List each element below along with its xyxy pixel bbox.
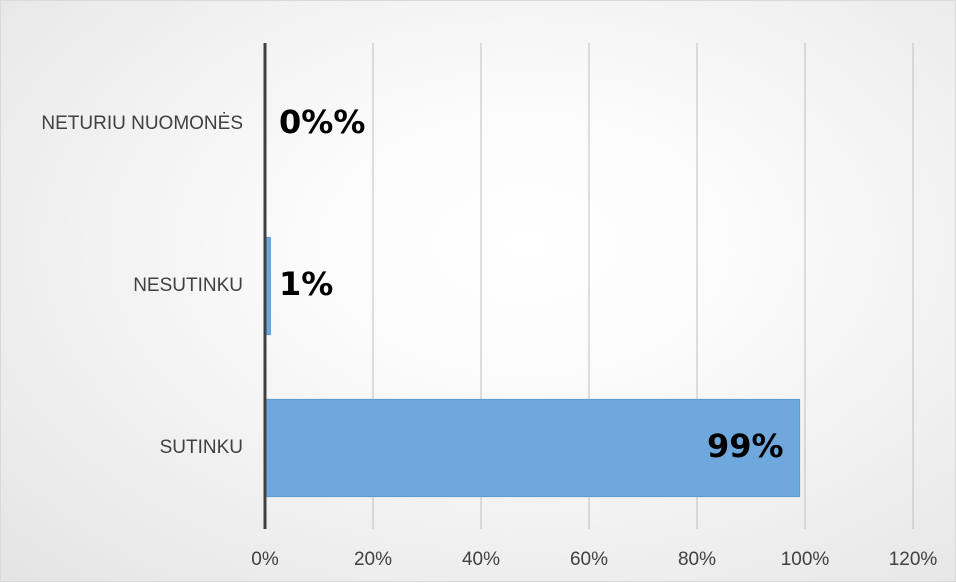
x-tick-label-6: 120% <box>889 549 938 570</box>
x-tick-label-2: 40% <box>462 549 500 570</box>
data-label-0: 0%% <box>279 103 365 141</box>
x-tick-label-1: 20% <box>354 549 392 570</box>
x-tick-label-0: 0% <box>251 549 279 570</box>
x-tick-label-4: 80% <box>678 549 716 570</box>
data-label-1: 1% <box>279 265 333 303</box>
category-label-2: SUTINKU <box>160 437 243 458</box>
category-label-0: NETURIU NUOMONĖS <box>41 113 243 134</box>
x-tick-label-5: 100% <box>781 549 830 570</box>
data-label-2: 99% <box>707 427 784 465</box>
bar-2 <box>264 398 801 498</box>
category-label-1: NESUTINKU <box>133 275 243 296</box>
x-tick-label-3: 60% <box>570 549 608 570</box>
